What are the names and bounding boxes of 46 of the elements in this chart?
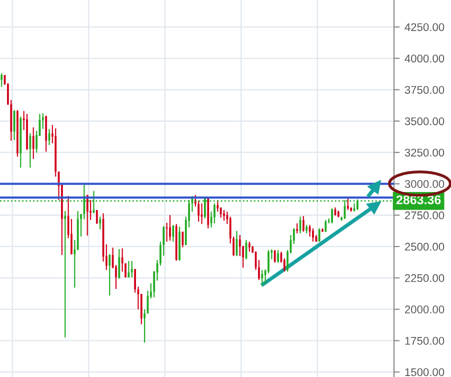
candlestick <box>261 269 264 286</box>
candlestick <box>144 308 146 344</box>
candlestick <box>346 198 349 211</box>
candlestick <box>99 216 102 230</box>
candlestick <box>169 214 171 242</box>
candlestick <box>32 126 34 160</box>
y-tick-label: 4250.00 <box>404 23 444 32</box>
candlestick <box>86 194 88 236</box>
candlestick <box>13 109 16 141</box>
candlestick <box>64 210 66 338</box>
candlestick <box>308 224 311 238</box>
candlestick <box>130 260 133 278</box>
candlestick <box>331 208 333 224</box>
candlestick <box>274 249 276 264</box>
candlestick <box>258 259 260 281</box>
y-tick-label: 3500.00 <box>404 117 444 126</box>
candlestick <box>223 209 225 222</box>
candlestick <box>96 209 98 224</box>
candlestick <box>238 234 241 257</box>
ref-line-label: 2863.36 <box>396 195 441 204</box>
candlestick <box>248 241 250 252</box>
candlestick <box>277 249 279 264</box>
candlestick <box>296 222 298 234</box>
y-tick-label: 2000.00 <box>404 306 444 314</box>
y-tick-label: 1750.00 <box>405 336 444 345</box>
y-tick-label: 4000.00 <box>404 54 444 62</box>
candlestick <box>312 228 314 242</box>
y-tick-label: 2750.00 <box>404 211 444 220</box>
candlestick <box>128 260 130 278</box>
candlestick <box>108 254 111 296</box>
candlestick <box>166 222 168 242</box>
candlestick <box>0 72 3 88</box>
y-tick-label: 3000.00 <box>404 180 444 188</box>
candlestick <box>172 224 174 242</box>
candlestick <box>214 202 216 224</box>
candlestick <box>118 248 120 279</box>
candlestick <box>29 132 32 168</box>
y-tick-label: 3250.00 <box>404 148 444 157</box>
y-tick-label: 2500.00 <box>404 242 444 251</box>
y-tick-label: 1500.00 <box>405 368 444 376</box>
candlestick <box>318 228 320 242</box>
candlestick <box>182 231 184 248</box>
y-tick-label: 2250.00 <box>404 274 444 282</box>
candlestick <box>42 112 44 130</box>
candlestick <box>302 215 304 232</box>
y-tick-label: 3750.00 <box>404 86 444 94</box>
